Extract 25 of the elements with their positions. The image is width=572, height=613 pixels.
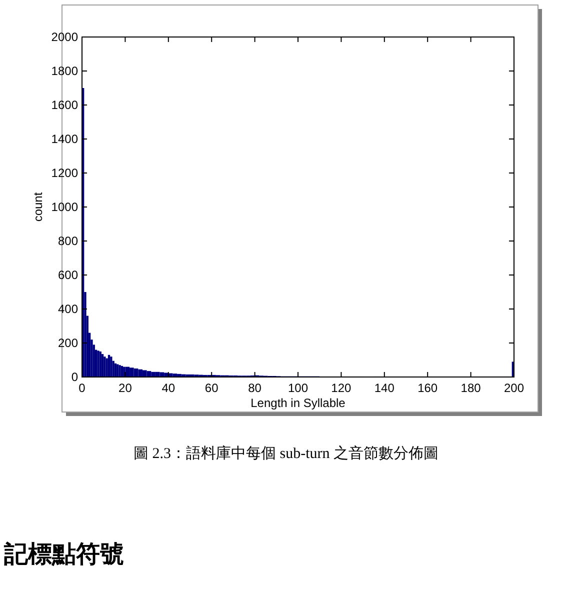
x-tick-label: 120 [331, 381, 352, 395]
y-tick-label: 0 [71, 370, 78, 384]
y-tick-label: 1000 [51, 200, 78, 214]
x-tick-label: 20 [118, 381, 132, 395]
text: 記標點符號 [3, 541, 124, 568]
x-tick-label: 80 [248, 381, 262, 395]
caption: 圖 2.3：語料庫中每個 sub-turn 之音節數分佈圖 [134, 445, 438, 462]
y-axis-title: count [31, 192, 45, 222]
y-tick-label: 400 [58, 302, 78, 316]
x-tick-label: 200 [504, 381, 524, 395]
y-tick-label: 2000 [51, 30, 78, 44]
x-tick-label: 40 [162, 381, 176, 395]
y-tick-label: 1600 [51, 98, 78, 112]
y-tick-label: 800 [58, 234, 78, 248]
y-tick-label: 1400 [51, 132, 78, 146]
y-tick-label: 1200 [51, 166, 78, 180]
x-tick-label: 60 [204, 381, 219, 395]
y-tick-label: 1800 [51, 64, 78, 78]
y-tick-label: 200 [58, 336, 78, 350]
x-axis-title: Length in Syllable [250, 396, 346, 410]
x-tick-label: 180 [460, 381, 482, 395]
x-tick-label: 160 [418, 381, 438, 395]
y-tick-label: 600 [58, 268, 78, 282]
x-tick-label: 140 [374, 381, 395, 395]
x-tick-label: 100 [288, 381, 308, 395]
